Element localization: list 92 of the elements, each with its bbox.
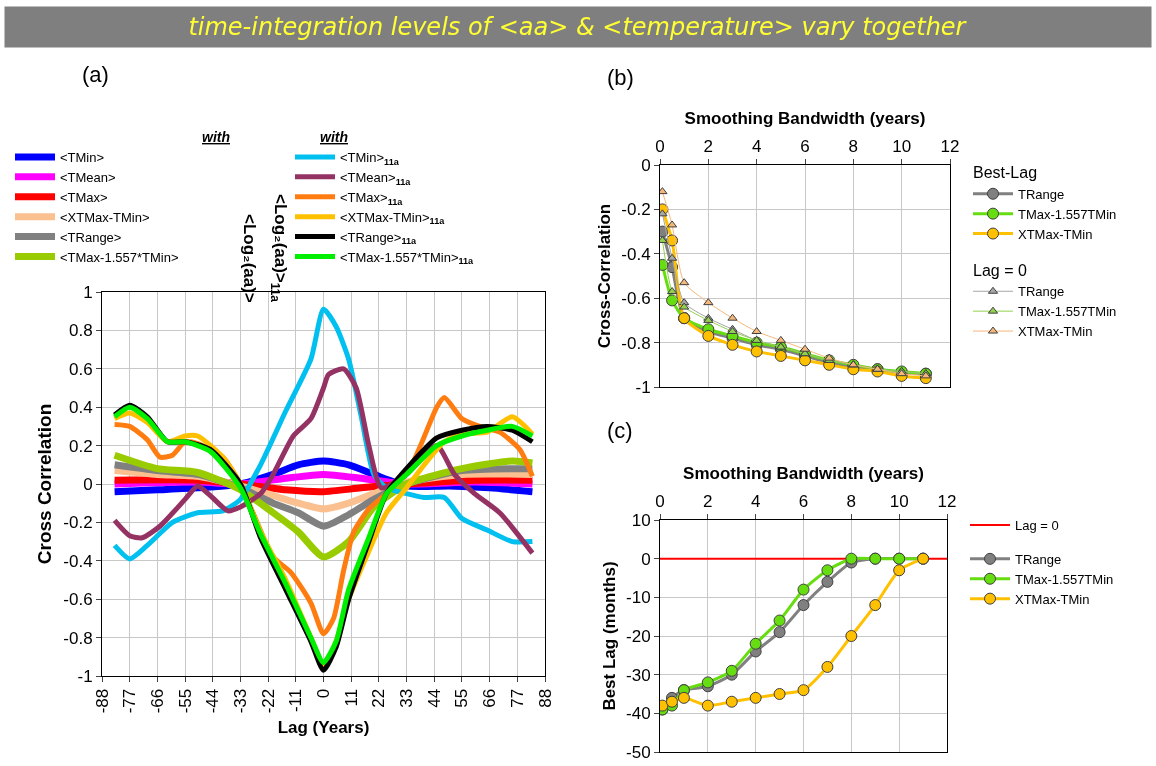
x-tick-label: -33 xyxy=(230,688,250,714)
legend-label: <TMax> xyxy=(60,189,108,205)
chart-subtitle: (c) xyxy=(607,418,633,443)
y-tick-label: 0.4 xyxy=(68,398,93,418)
x-tick-label: 12 xyxy=(940,137,960,157)
y-tick-label: -0.4 xyxy=(63,551,93,571)
text: with xyxy=(202,129,230,145)
x-tick-label: 0 xyxy=(314,688,334,699)
legend-label: <TRange> xyxy=(60,229,122,245)
x-tick-label: 6 xyxy=(800,137,810,157)
y-tick-label: 0.6 xyxy=(68,359,93,379)
chart-subtitle: (b) xyxy=(607,65,634,90)
x-tick-label: -77 xyxy=(120,688,140,714)
x-tick-label: 77 xyxy=(507,688,527,708)
legend-label: TMax-1.557TMin xyxy=(1018,206,1117,222)
y-tick-label: 0 xyxy=(641,155,651,175)
y-axis-title: Best Lag (months) xyxy=(599,561,619,711)
y-tick-label: -0.8 xyxy=(621,333,651,353)
y-tick-label: -0.2 xyxy=(63,513,93,533)
x-tick-label: 0 xyxy=(655,137,665,157)
chart-title: time-integration levels of <aa> & <temperature> vary together xyxy=(188,13,968,41)
legend-label: TRange xyxy=(1018,284,1065,300)
x-axis-title: Lag (Years) xyxy=(277,717,370,737)
legend-label: TMax-1.557TMin xyxy=(1018,304,1117,320)
x-tick-label: 6 xyxy=(798,492,809,512)
legend-label: <TMax>$_{11a}$ xyxy=(340,189,404,207)
legend-label: XTMax-TMin xyxy=(1018,324,1093,340)
x-tick-label: 33 xyxy=(397,688,417,708)
y-tick-label: 1 xyxy=(83,282,93,302)
y-axis-title: Cross Correlation xyxy=(34,403,56,565)
y-tick-label: 0 xyxy=(83,474,93,494)
x-tick-label: 44 xyxy=(424,688,444,708)
x-tick-label: -22 xyxy=(258,688,278,714)
annotation: <Log₂(aa)> xyxy=(240,214,259,303)
text: Lag = 0 xyxy=(973,261,1027,279)
text: with xyxy=(320,129,348,145)
x-tick-label: 88 xyxy=(535,688,555,708)
legend-label: <XTMax-TMin> xyxy=(60,209,150,225)
legend-label: TRange xyxy=(1018,186,1065,202)
x-tick-label: -66 xyxy=(147,688,167,714)
y-tick-label: 0.2 xyxy=(68,436,93,456)
x-tick-label: 4 xyxy=(750,492,761,512)
x-axis-title: Smoothing Bandwidth (years) xyxy=(683,463,924,483)
x-tick-label: 8 xyxy=(846,492,857,512)
x-tick-label: 55 xyxy=(452,688,472,708)
x-tick-label: -55 xyxy=(175,688,195,714)
legend-label: <TMax-1.557*TMin> xyxy=(60,249,179,265)
y-tick-label: -50 xyxy=(626,742,651,762)
y-tick-label: -10 xyxy=(626,588,651,608)
x-tick-label: 2 xyxy=(703,137,714,157)
legend-label: <TMax-1.557*TMin>$_{11a}$ xyxy=(340,249,475,267)
y-tick-label: 10 xyxy=(631,510,651,530)
y-tick-label: -40 xyxy=(626,704,651,724)
y-tick-label: -30 xyxy=(626,665,651,685)
legend-label: TMax-1.557TMin xyxy=(1015,571,1114,587)
x-tick-label: 10 xyxy=(889,492,909,512)
x-tick-label: -11 xyxy=(286,688,306,713)
legend-label: <TRange>$_{11a}$ xyxy=(340,229,418,247)
legend-label: <TMin>$_{11a}$ xyxy=(340,150,400,167)
chart-subtitle: (a) xyxy=(82,62,109,87)
x-tick-label: 22 xyxy=(369,688,389,708)
y-tick-label: -0.6 xyxy=(63,590,93,610)
y-tick-label: -0.8 xyxy=(63,628,93,648)
legend-label: TRange xyxy=(1015,551,1062,567)
x-tick-label: 12 xyxy=(937,492,957,512)
x-tick-label: 0 xyxy=(655,492,665,512)
legend-label: <TMean> xyxy=(60,169,116,185)
y-tick-label: -1 xyxy=(635,377,651,397)
legend-label: <XTMax-TMin>$_{11a}$ xyxy=(340,209,446,227)
x-tick-label: 4 xyxy=(751,137,762,157)
legend-label: <TMean>$_{11a}$ xyxy=(340,169,412,187)
legend-label: <TMin> xyxy=(60,150,105,166)
x-tick-label: 2 xyxy=(703,492,713,512)
y-tick-label: -0.6 xyxy=(621,289,651,309)
x-tick-label: 11 xyxy=(341,688,361,707)
x-axis-title: Smoothing Bandwidth (years) xyxy=(684,108,926,128)
legend-label: XTMax-TMin xyxy=(1018,226,1093,242)
x-tick-label: -88 xyxy=(92,688,112,714)
y-tick-label: -0.4 xyxy=(621,244,651,264)
x-tick-label: 8 xyxy=(848,137,859,157)
y-tick-label: 0.8 xyxy=(68,321,93,341)
y-tick-label: 0 xyxy=(641,549,651,569)
legend-label: Lag = 0 xyxy=(1015,518,1059,534)
x-tick-label: 66 xyxy=(480,688,500,708)
x-tick-label: -44 xyxy=(203,688,223,714)
x-tick-label: 10 xyxy=(892,137,912,157)
y-tick-label: -1 xyxy=(77,666,93,686)
y-axis-title: Cross-Correlation xyxy=(594,203,614,349)
y-tick-label: -0.2 xyxy=(621,200,651,220)
text: Best-Lag xyxy=(973,164,1038,182)
legend-label: XTMax-TMin xyxy=(1015,591,1090,607)
y-tick-label: -20 xyxy=(626,626,651,646)
